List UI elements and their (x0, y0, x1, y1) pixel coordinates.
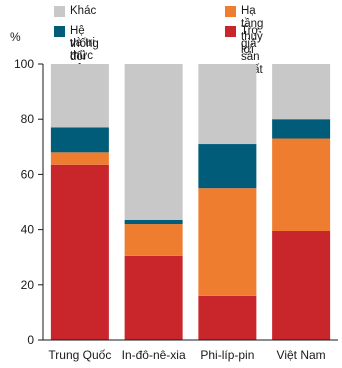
bar-segment-0-3 (50, 64, 109, 128)
legend-swatch-tro-gia (225, 26, 236, 37)
bar-segment-3-1 (272, 138, 331, 231)
y-axis-label: % (10, 30, 21, 44)
x-tick-label-1: In-đô-nê-xia (122, 348, 186, 362)
bar-segment-1-3 (124, 64, 183, 220)
legend-swatch-ha-tang (225, 6, 236, 17)
legend-swatch-he-thong (54, 26, 65, 37)
y-tick-label-4: 80 (21, 112, 35, 126)
bar-segment-2-3 (198, 64, 257, 145)
bar-segment-2-0 (198, 295, 257, 340)
bar-segment-1-0 (124, 255, 183, 340)
bar-segment-1-2 (124, 219, 183, 225)
bar-segment-1-1 (124, 224, 183, 256)
y-tick-label-1: 20 (21, 278, 35, 292)
bar-segment-2-1 (198, 188, 257, 296)
y-tick-label-3: 60 (21, 167, 35, 181)
y-tick-label-5: 100 (14, 57, 34, 71)
x-tick-label-3: Việt Nam (277, 348, 326, 362)
bar-segment-0-1 (50, 152, 109, 165)
bar-segment-2-2 (198, 144, 257, 189)
x-tick-label-2: Phi-líp-pin (200, 348, 254, 362)
legend-label-khac: Khác (70, 5, 97, 17)
bar-segment-0-2 (50, 127, 109, 153)
bar-segment-3-3 (272, 64, 331, 120)
bar-segment-3-0 (272, 230, 331, 340)
bar-segment-3-2 (272, 119, 331, 139)
legend-swatch-khac (54, 6, 65, 17)
y-tick-label-0: 0 (27, 333, 34, 347)
y-tick-label-2: 40 (21, 223, 35, 237)
bar-segment-0-0 (50, 164, 109, 340)
x-tick-label-0: Trung Quốc (48, 348, 111, 362)
legend-label-ha-tang: Hạ tầng thuỷ lợi (241, 5, 264, 56)
